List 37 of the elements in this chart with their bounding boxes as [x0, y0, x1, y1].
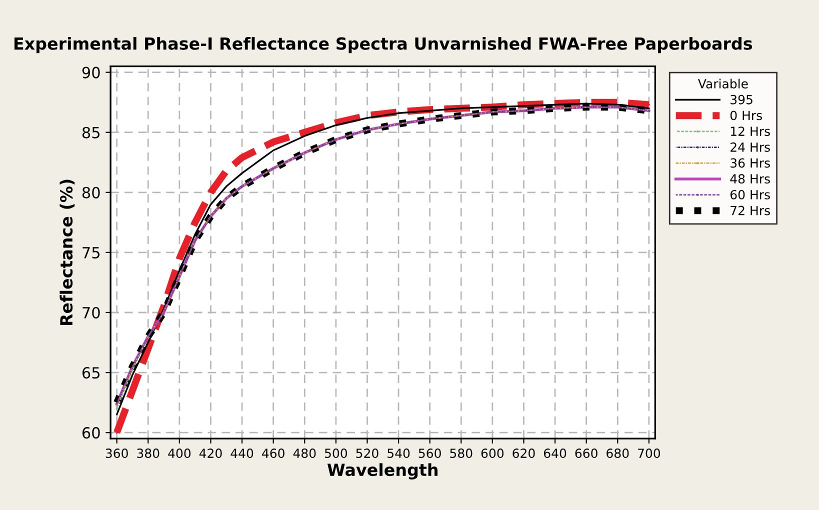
x-tick-label: 380 [137, 448, 160, 458]
x-tick-label: 400 [168, 448, 191, 458]
x-tick-label: 460 [262, 448, 284, 458]
legend-label: 60 Hrs [730, 190, 770, 200]
x-tick-label: 680 [606, 448, 629, 458]
y-tick-label: 90 [82, 66, 100, 78]
x-tick-label: 640 [544, 448, 566, 458]
y-tick-label: 65 [82, 367, 100, 379]
x-tick-label: 660 [575, 448, 598, 458]
x-tick-label: 500 [324, 448, 348, 458]
legend-label: 48 Hrs [730, 174, 770, 184]
legend-label: 72 Hrs [730, 206, 770, 216]
legend-label: 395 [730, 94, 752, 104]
x-tick-label: 440 [230, 448, 254, 458]
x-tick-label: 540 [388, 448, 410, 458]
x-tick-label: 480 [293, 448, 316, 458]
legend-label: 36 Hrs [730, 158, 770, 168]
x-tick-label: 420 [199, 448, 222, 458]
x-tick-label: 580 [450, 448, 472, 458]
chart-title: Experimental Phase-I Reflectance Spectra Unvarnished FWA-Free Paperboards [14, 36, 752, 54]
x-axis-title: Wavelength [327, 463, 438, 480]
y-tick-label: 75 [82, 247, 100, 258]
x-tick-label: 620 [512, 448, 535, 458]
y-tick-label: 85 [82, 126, 100, 138]
y-tick-label: 80 [82, 186, 100, 198]
y-tick-label: 70 [82, 306, 100, 319]
legend-label: 12 Hrs [730, 126, 770, 136]
legend-label: 24 Hrs [730, 142, 770, 152]
x-tick-label: 560 [418, 448, 441, 458]
legend-label: 0 Hrs [730, 110, 762, 120]
x-tick-label: 700 [638, 448, 660, 458]
y-axis-title: Reflectance (%) [60, 180, 75, 326]
x-tick-label: 520 [356, 448, 378, 458]
legend-title: Variable [698, 78, 748, 88]
x-tick-label: 600 [481, 448, 504, 458]
y-tick-label: 60 [82, 427, 100, 439]
x-tick-label: 360 [106, 448, 128, 458]
